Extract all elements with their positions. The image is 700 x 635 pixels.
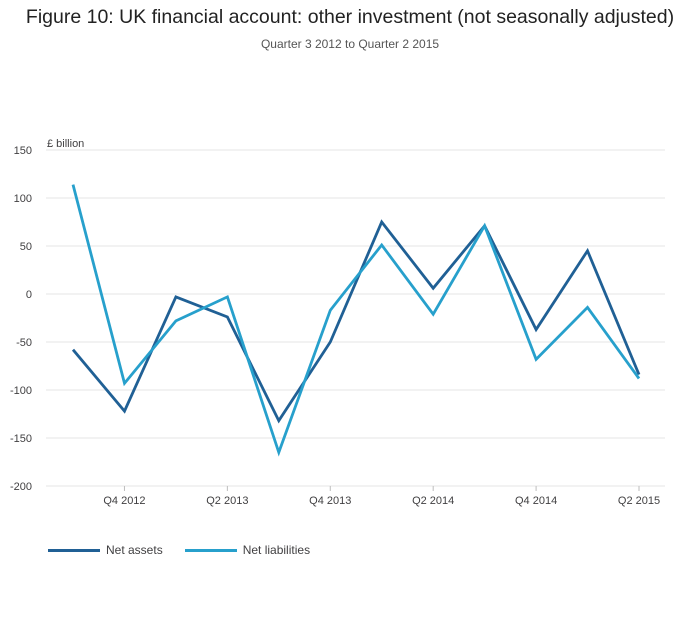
legend-swatch-net-liabilities (184, 548, 237, 552)
x-tick-label: Q4 2014 (515, 495, 557, 507)
chart-subtitle: Quarter 3 2012 to Quarter 2 2015 (260, 37, 440, 51)
legend-label-net-assets: Net assets (106, 543, 163, 557)
series-line-net-assets (71, 219, 641, 424)
legend: Net assets Net liabilities (48, 543, 332, 557)
legend-item-net-liabilities: Net liabilities (184, 543, 311, 557)
x-tick-label: Q4 2013 (309, 495, 351, 507)
y-tick-label: 0 (26, 289, 32, 301)
y-tick-label: -100 (10, 385, 32, 397)
legend-swatch-net-assets (48, 548, 100, 552)
legend-item-net-assets: Net assets (48, 543, 163, 557)
legend-label-net-liabilities: Net liabilities (242, 543, 311, 557)
y-tick-label: 100 (14, 193, 32, 205)
x-tick-label: Q2 2013 (206, 495, 248, 507)
x-tick-label: Q4 2012 (103, 495, 145, 507)
x-tick-label: Q2 2014 (412, 495, 454, 507)
series-line-net-liabilities (71, 184, 641, 457)
y-tick-label: -200 (10, 481, 32, 493)
y-tick-label: 150 (14, 145, 32, 157)
y-tick-label: -50 (16, 337, 32, 349)
y-axis-label: £ billion (47, 138, 84, 150)
x-tick-label: Q2 2015 (618, 495, 660, 507)
chart-title: Figure 10: UK financial account: other i… (25, 6, 675, 28)
y-tick-label: -150 (10, 433, 32, 445)
y-tick-label: 50 (20, 241, 32, 253)
